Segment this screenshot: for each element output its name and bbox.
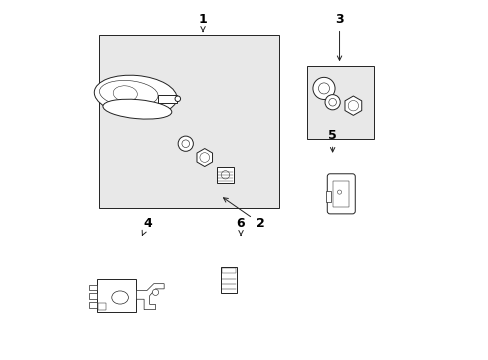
Bar xyxy=(306,66,373,139)
Text: 4: 4 xyxy=(142,217,152,235)
Circle shape xyxy=(337,190,341,194)
Bar xyxy=(89,302,97,307)
Text: 2: 2 xyxy=(223,198,264,230)
Circle shape xyxy=(312,77,334,99)
Text: 6: 6 xyxy=(236,217,245,235)
Circle shape xyxy=(152,289,158,296)
Polygon shape xyxy=(136,284,164,310)
Circle shape xyxy=(175,96,180,102)
Bar xyxy=(333,181,348,207)
Polygon shape xyxy=(197,149,212,167)
Bar xyxy=(158,95,177,103)
Polygon shape xyxy=(344,96,361,115)
Bar xyxy=(222,268,235,274)
Text: 5: 5 xyxy=(327,129,336,152)
Circle shape xyxy=(182,140,189,148)
Ellipse shape xyxy=(94,75,177,116)
Bar xyxy=(325,192,330,202)
Bar xyxy=(99,35,279,208)
Circle shape xyxy=(200,153,209,162)
Text: 3: 3 xyxy=(335,13,343,60)
Bar xyxy=(220,267,237,293)
Circle shape xyxy=(328,98,336,106)
Bar xyxy=(216,167,234,183)
Ellipse shape xyxy=(99,80,158,107)
Circle shape xyxy=(325,95,340,110)
Text: 1: 1 xyxy=(198,13,207,31)
Ellipse shape xyxy=(102,99,171,119)
Bar xyxy=(89,285,97,290)
Circle shape xyxy=(221,171,229,179)
Bar xyxy=(98,303,106,310)
FancyBboxPatch shape xyxy=(326,174,355,214)
Bar xyxy=(97,279,136,312)
Circle shape xyxy=(318,83,329,94)
Ellipse shape xyxy=(113,86,137,102)
Bar xyxy=(89,293,97,299)
Ellipse shape xyxy=(112,291,128,304)
Circle shape xyxy=(347,100,358,111)
Circle shape xyxy=(178,136,193,151)
